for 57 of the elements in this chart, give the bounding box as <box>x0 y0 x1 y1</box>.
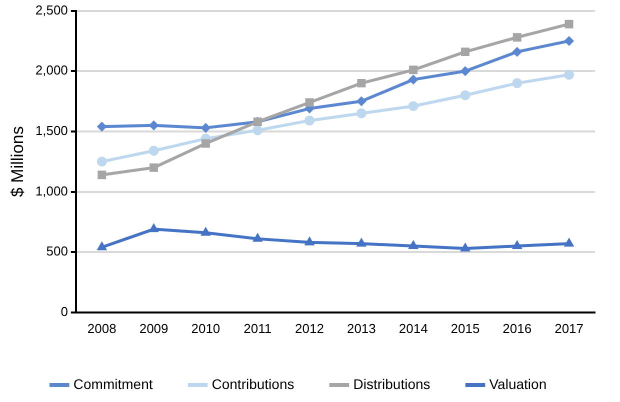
point <box>460 48 470 56</box>
y-tick-label: 2,000 <box>35 62 68 78</box>
point <box>356 238 367 247</box>
y-axis-title: $ Millions <box>8 126 27 198</box>
point <box>460 242 470 252</box>
point <box>460 90 470 100</box>
y-tick-label: 1,500 <box>35 123 68 138</box>
point <box>252 125 263 136</box>
x-tick-label: 2012 <box>295 320 324 336</box>
point <box>96 241 108 250</box>
x-tick-label: 2008 <box>87 320 116 336</box>
point <box>150 163 158 172</box>
y-tick-label: 1,000 <box>35 183 68 198</box>
point <box>357 78 366 88</box>
legend-label: Commitment <box>73 376 153 392</box>
x-tick-label: 2017 <box>554 320 584 336</box>
point <box>564 238 574 247</box>
point <box>408 240 419 250</box>
point <box>409 66 418 74</box>
point <box>96 156 107 167</box>
point <box>408 74 418 85</box>
point <box>356 96 366 106</box>
y-tick-label: 0 <box>60 304 68 319</box>
legend-label: Contributions <box>212 376 294 392</box>
point <box>512 46 522 57</box>
point <box>98 170 106 180</box>
x-tick-label: 2009 <box>139 320 168 336</box>
x-tick-label: 2011 <box>244 320 272 336</box>
point <box>564 20 574 28</box>
point <box>200 122 211 133</box>
y-tick-label: 500 <box>46 244 68 259</box>
point <box>200 226 211 236</box>
point <box>201 139 210 148</box>
point <box>512 78 522 88</box>
x-tick-label: 2013 <box>346 320 376 336</box>
x-tick-label: 2015 <box>450 320 480 336</box>
point <box>305 98 314 107</box>
y-tick-label: 2,500 <box>35 2 68 18</box>
x-tick-label: 2016 <box>502 320 532 336</box>
legend-label: Valuation <box>489 376 547 392</box>
x-tick-label: 2014 <box>398 320 428 336</box>
point <box>512 33 522 42</box>
x-tick-label: 2010 <box>191 320 220 336</box>
point <box>304 116 315 126</box>
point <box>252 232 263 242</box>
point <box>460 66 470 76</box>
point <box>304 236 315 246</box>
point <box>512 240 522 250</box>
point <box>564 36 574 46</box>
point <box>96 122 107 132</box>
point <box>148 146 159 156</box>
point <box>148 120 159 130</box>
point <box>148 223 159 232</box>
point <box>564 70 574 80</box>
legend-label: Distributions <box>353 376 430 392</box>
point <box>356 108 366 118</box>
point <box>408 101 418 112</box>
